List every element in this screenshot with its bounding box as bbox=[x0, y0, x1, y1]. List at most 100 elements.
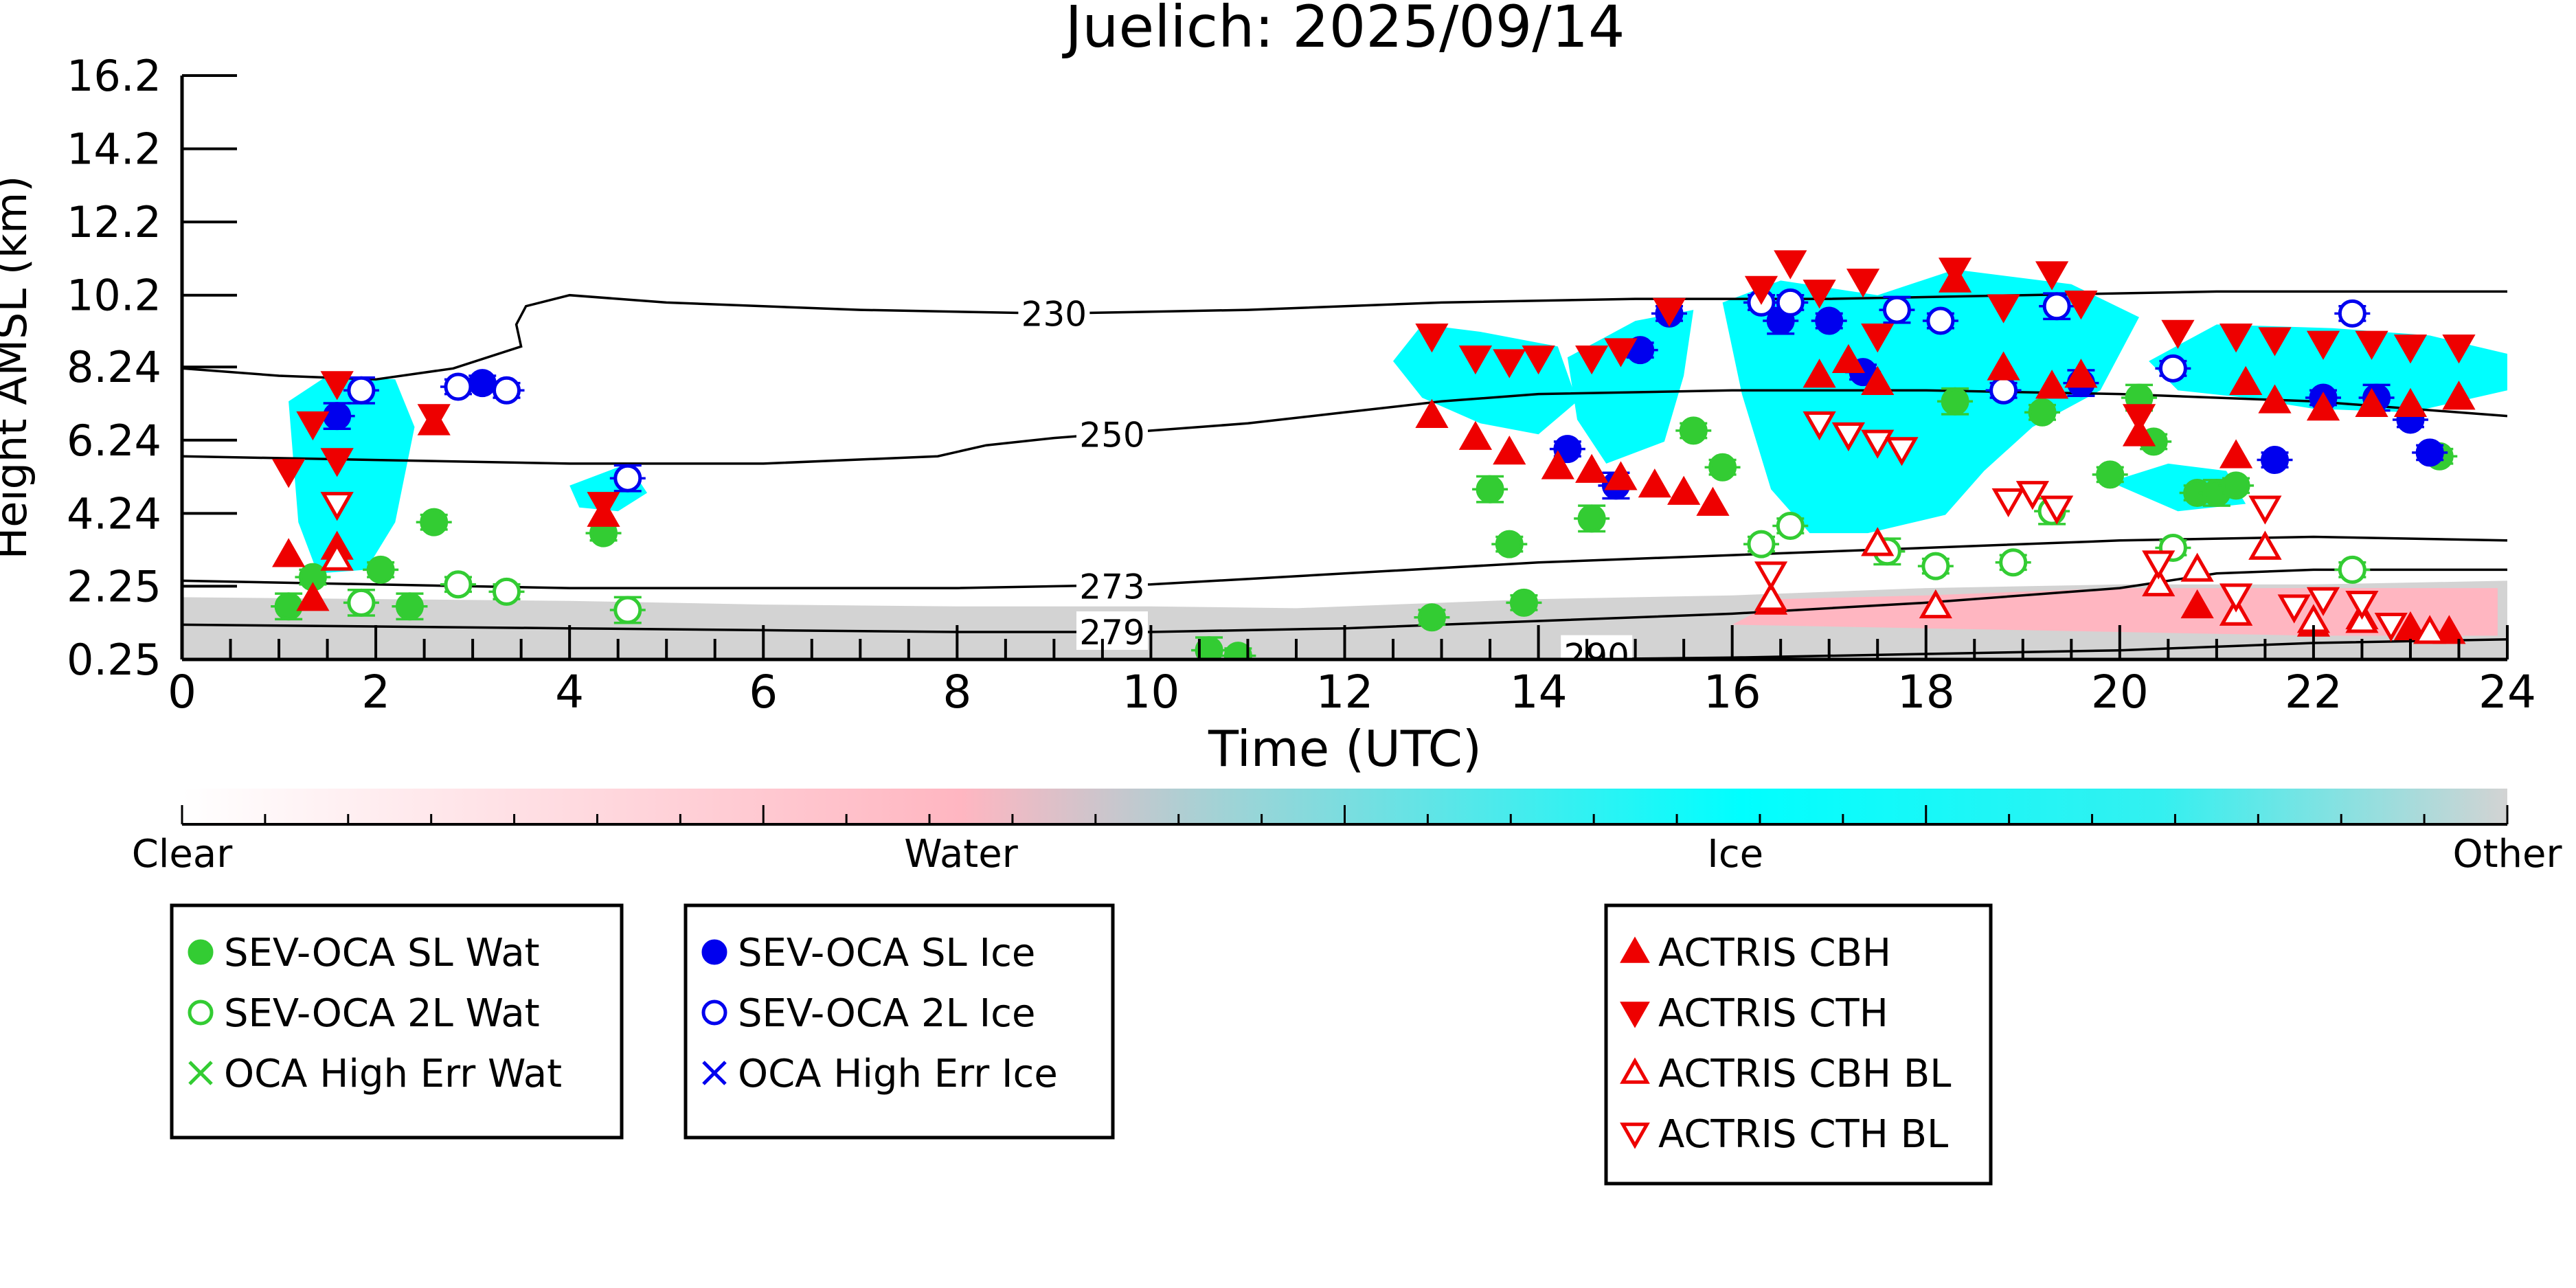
data-point bbox=[1774, 250, 1807, 280]
contour-label: 273 bbox=[1079, 567, 1144, 607]
legend-marker bbox=[188, 999, 214, 1026]
data-point bbox=[1919, 589, 1952, 619]
x-tick-label: 16 bbox=[1704, 666, 1761, 719]
data-point bbox=[1921, 552, 1950, 580]
data-point bbox=[272, 459, 306, 488]
y-tick-label: 12.2 bbox=[67, 197, 161, 247]
series-7 bbox=[272, 250, 2476, 521]
data-point bbox=[1803, 359, 1836, 388]
legend-marker bbox=[702, 1061, 727, 1085]
data-point bbox=[492, 577, 521, 606]
data-point bbox=[1754, 582, 1788, 611]
data-point bbox=[587, 492, 620, 521]
data-point bbox=[1987, 351, 2020, 381]
data-point bbox=[1846, 269, 1880, 298]
contour-line bbox=[182, 535, 2507, 589]
data-point bbox=[2142, 550, 2176, 580]
data-point bbox=[1861, 324, 1895, 353]
data-point bbox=[2180, 552, 2214, 582]
data-point bbox=[2393, 611, 2428, 641]
x-tick-label: 24 bbox=[2478, 666, 2536, 719]
data-point bbox=[1696, 486, 1730, 516]
data-point bbox=[2015, 481, 2050, 510]
y-tick-label: 8.24 bbox=[67, 342, 161, 392]
series-4 bbox=[343, 288, 2371, 493]
legend-marker bbox=[188, 1061, 213, 1085]
data-point bbox=[1223, 642, 1252, 659]
data-point bbox=[1679, 416, 1708, 445]
data-point bbox=[1861, 527, 1895, 556]
legend-label: ACTRIS CBH bbox=[1658, 931, 1891, 975]
data-point bbox=[1415, 324, 1449, 353]
data-point bbox=[1989, 376, 2018, 405]
data-point bbox=[1831, 343, 1866, 374]
data-point bbox=[1604, 461, 1638, 490]
data-point bbox=[2338, 299, 2366, 328]
data-point bbox=[2248, 495, 2282, 525]
series-9 bbox=[320, 411, 2408, 642]
data-point bbox=[272, 538, 306, 567]
data-point bbox=[2064, 359, 2098, 388]
data-point bbox=[2219, 583, 2253, 613]
contour-label: 250 bbox=[1079, 415, 1144, 455]
contour-label-bg bbox=[1076, 611, 1148, 651]
ice-patch bbox=[1722, 269, 2139, 534]
colorbar-label: Ice bbox=[1707, 832, 1763, 877]
data-point bbox=[1575, 345, 1609, 375]
data-point bbox=[1999, 548, 2028, 577]
contour-label-bg bbox=[1018, 293, 1090, 332]
data-point bbox=[1415, 398, 1449, 428]
data-point bbox=[2122, 404, 2156, 433]
data-point bbox=[2158, 354, 2187, 383]
data-point bbox=[320, 448, 354, 477]
data-point bbox=[1417, 603, 1446, 632]
data-point bbox=[613, 596, 642, 624]
data-point bbox=[1495, 530, 1524, 558]
data-point bbox=[1575, 453, 1609, 483]
data-point bbox=[468, 369, 497, 398]
data-point bbox=[2035, 261, 2069, 291]
data-point bbox=[2393, 387, 2428, 417]
data-point bbox=[492, 376, 521, 405]
data-point bbox=[1803, 411, 1836, 441]
legends: SEV-OCA SL Wat SEV-OCA 2L Wat OCA High Err… bbox=[170, 903, 1993, 1186]
legend-label: SEV-OCA 2L Wat bbox=[224, 991, 540, 1036]
y-tick-label: 6.24 bbox=[67, 416, 161, 466]
y-tick-label: 2.25 bbox=[67, 561, 161, 611]
data-point bbox=[2374, 613, 2408, 642]
legend-label: SEV-OCA SL Ice bbox=[738, 931, 1035, 975]
data-point bbox=[1577, 504, 1606, 533]
data-point bbox=[347, 588, 376, 617]
legend-label: ACTRIS CTH BL bbox=[1658, 1112, 1948, 1157]
data-point bbox=[1744, 275, 1778, 305]
data-point bbox=[613, 464, 642, 493]
data-point bbox=[1638, 468, 1671, 498]
data-point bbox=[2219, 439, 2253, 468]
legend-label: OCA High Err Wat bbox=[224, 1052, 562, 1096]
data-point bbox=[1938, 258, 1972, 287]
data-point bbox=[2180, 589, 2214, 619]
data-point bbox=[2355, 330, 2388, 360]
y-tick-label: 4.24 bbox=[67, 488, 161, 539]
data-point bbox=[2161, 319, 2195, 349]
data-point bbox=[1941, 387, 1969, 416]
legend-label: ACTRIS CBH BL bbox=[1658, 1052, 1951, 1096]
data-point bbox=[444, 570, 473, 599]
legend-marker bbox=[701, 999, 727, 1026]
data-point bbox=[1522, 345, 1555, 375]
data-point bbox=[1776, 288, 1805, 317]
data-point bbox=[2258, 384, 2292, 414]
data-point bbox=[2306, 330, 2340, 360]
data-point bbox=[296, 411, 330, 441]
data-point bbox=[417, 404, 451, 433]
data-point bbox=[2442, 381, 2476, 410]
data-point bbox=[2432, 615, 2466, 644]
data-point bbox=[320, 492, 354, 521]
data-point bbox=[444, 372, 473, 401]
data-point bbox=[1831, 422, 1866, 452]
x-tick-label: 4 bbox=[555, 666, 584, 719]
data-point bbox=[1458, 420, 1493, 450]
data-point bbox=[1885, 437, 1919, 466]
